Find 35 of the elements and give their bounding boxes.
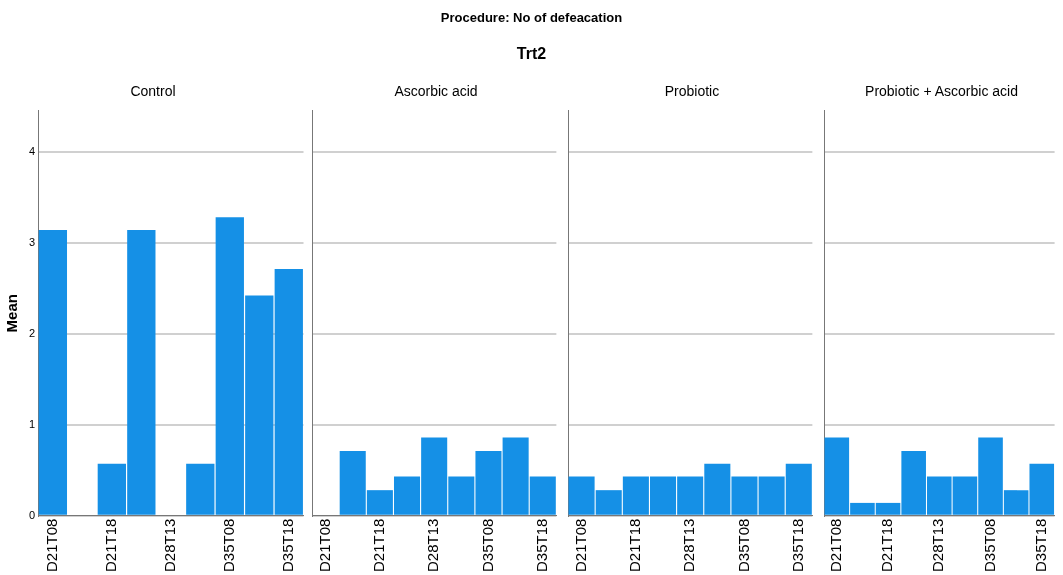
- x-tick-label: D21T18: [370, 518, 388, 573]
- x-tick-label: D35T18: [278, 518, 296, 573]
- y-tick-label: 1: [28, 417, 36, 430]
- x-tick-label: D28T13: [929, 518, 947, 573]
- text: Procedure: No of defeacation: [439, 10, 624, 25]
- x-tick-label: D35T18: [532, 518, 550, 573]
- x-tick-label: D21T08: [43, 518, 60, 573]
- y-tick-label: 0: [28, 508, 36, 521]
- x-tick-label: D21T18: [101, 518, 119, 573]
- bar: [274, 269, 303, 515]
- x-tick-label: D35T18: [1031, 518, 1049, 573]
- x-tick-label: D35T08: [734, 518, 752, 573]
- x-tick-label: D35T18: [788, 518, 806, 573]
- x-tick-label: D35T08: [219, 518, 237, 573]
- y-tick-label: 2: [28, 326, 36, 339]
- x-tick-label: D28T13: [160, 518, 178, 573]
- chart-title: Probiotic + Ascorbic acid: [865, 83, 1018, 100]
- y-axis-title: Mean: [3, 294, 21, 333]
- x-tick-label: D21T18: [878, 518, 896, 573]
- chart-title: Control: [130, 83, 176, 100]
- text: Trt2: [515, 45, 548, 63]
- bar: [38, 229, 68, 515]
- y-tick-label: 4: [28, 144, 36, 157]
- chart-title: Probiotic: [664, 83, 720, 100]
- chart-title: Ascorbic acid: [394, 83, 478, 100]
- y-tick-label: 3: [28, 235, 36, 248]
- x-tick-label: D21T08: [571, 518, 589, 573]
- x-tick-label: D28T13: [680, 518, 698, 573]
- x-tick-label: D21T18: [626, 518, 644, 573]
- x-tick-label: D35T08: [980, 518, 998, 573]
- x-tick-label: D35T08: [478, 518, 496, 573]
- x-tick-label: D28T13: [424, 518, 442, 573]
- x-tick-label: D21T08: [826, 518, 844, 573]
- bar: [186, 463, 215, 515]
- x-tick-label: D21T08: [315, 518, 333, 573]
